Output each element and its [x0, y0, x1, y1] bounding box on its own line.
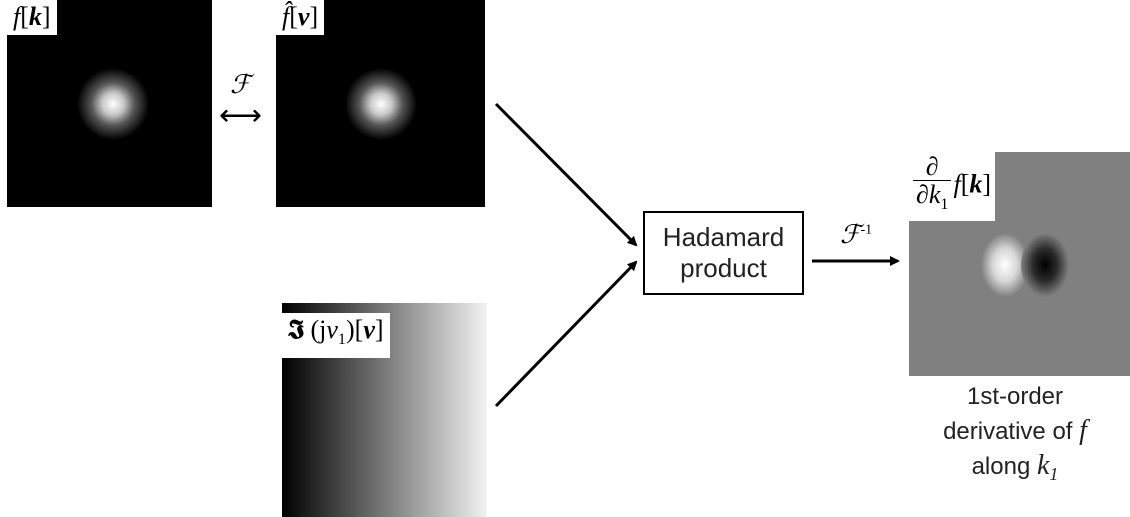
panel-label-f-hat-nu: f̂[ν] — [276, 0, 325, 35]
multiplier-gradient-image: 𝕴 (jν1)[ν] — [282, 303, 487, 517]
arrow-to-hadamard-bottom — [494, 260, 638, 408]
hadamard-product-box: Hadamard product — [643, 211, 804, 295]
hadamard-line2: product — [680, 253, 767, 283]
panel-label-derivative: ∂ ∂k1 f[k] — [909, 152, 996, 222]
partial-fraction: ∂ ∂k1 — [913, 154, 952, 219]
bidirectional-arrow-icon: ⟷ — [219, 99, 263, 132]
caption-line3: along k1 — [971, 450, 1059, 484]
frequency-gaussian-image: f̂[ν] — [276, 0, 485, 207]
spatial-gaussian-image: f[k] — [7, 0, 212, 207]
result-caption: 1st-order derivative of f along k1 — [900, 380, 1130, 491]
inverse-fourier-label: ℱ-1 — [840, 220, 873, 249]
caption-line1: 1st-order — [966, 383, 1064, 410]
panel-label-multiplier: 𝕴 (jν1)[ν] — [282, 313, 390, 359]
derivative-result-image: ∂ ∂k1 f[k] — [909, 152, 1130, 376]
arrow-to-hadamard-top — [494, 102, 638, 247]
hadamard-line1: Hadamard — [662, 222, 785, 252]
fourier-operator-label: ℱ — [230, 70, 251, 99]
panel-label-f-k: f[k] — [7, 0, 57, 35]
caption-line2: derivative of f — [943, 415, 1087, 446]
